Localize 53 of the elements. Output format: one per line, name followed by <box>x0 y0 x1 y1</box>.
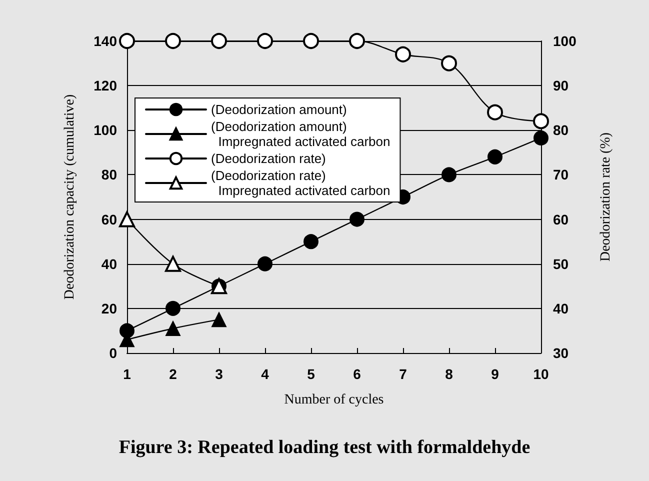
legend-label: (Deodorization amount) <box>211 102 347 117</box>
y-tick-label: 20 <box>101 300 118 316</box>
y-tick-label: 0 <box>109 345 118 361</box>
y-tick-label: 120 <box>94 78 118 94</box>
point <box>304 234 318 250</box>
point <box>534 130 548 146</box>
y2-tick-label: 40 <box>553 300 569 316</box>
y2-tick-label: 100 <box>553 33 577 49</box>
point <box>166 320 180 336</box>
point <box>258 256 272 272</box>
x-tick-label: 5 <box>307 366 316 382</box>
point <box>166 300 180 316</box>
y2-axis-title: Deodorization rate (%) <box>598 132 614 262</box>
point <box>533 113 549 130</box>
point <box>212 312 226 328</box>
legend-label: (Deodorization amount) Impregnated activated carbon <box>211 119 390 149</box>
x-tick-label: 9 <box>491 366 500 382</box>
x-tick-label: 4 <box>261 366 270 382</box>
y2-tick-label: 30 <box>553 345 569 361</box>
x-tick-label: 1 <box>123 366 132 382</box>
point <box>442 167 456 182</box>
x-tick-label: 3 <box>215 366 224 382</box>
x-tick-label: 2 <box>169 366 178 382</box>
y-tick-label: 60 <box>101 211 118 228</box>
x-tick-label: 8 <box>445 366 454 382</box>
legend-label: (Deodorization rate) Impregnated activated carbon <box>211 168 390 198</box>
point <box>119 33 135 49</box>
text: Figure 3: Repeated loading test with formaldehyde <box>118 437 530 458</box>
point <box>257 33 273 49</box>
x-tick-label: 6 <box>353 366 362 382</box>
y2-tick-label: 60 <box>553 211 569 228</box>
y-tick-label: 40 <box>101 256 118 272</box>
y-tick-label: 100 <box>94 122 118 138</box>
y2-tick-label: 50 <box>553 256 569 272</box>
y-tick-label: 140 <box>94 33 118 49</box>
legend-label: (Deodorization rate) <box>211 151 326 166</box>
x-tick-label: 10 <box>533 366 549 382</box>
point <box>303 33 319 49</box>
y-tick-label: 80 <box>101 166 118 183</box>
point <box>441 55 457 72</box>
point <box>395 46 411 62</box>
y2-tick-label: 90 <box>553 78 569 94</box>
x-tick-label: 7 <box>399 366 408 382</box>
y2-tick-label: 70 <box>553 166 569 183</box>
point <box>488 149 502 164</box>
y2-tick-label: 80 <box>553 122 569 138</box>
y-axis-title: Deodorization capacity (cumulative) <box>62 94 78 300</box>
point <box>349 33 365 49</box>
point <box>165 33 181 49</box>
point <box>350 212 364 227</box>
point <box>211 33 227 49</box>
point <box>487 104 503 120</box>
x-axis-title: Number of cycles <box>284 392 384 408</box>
